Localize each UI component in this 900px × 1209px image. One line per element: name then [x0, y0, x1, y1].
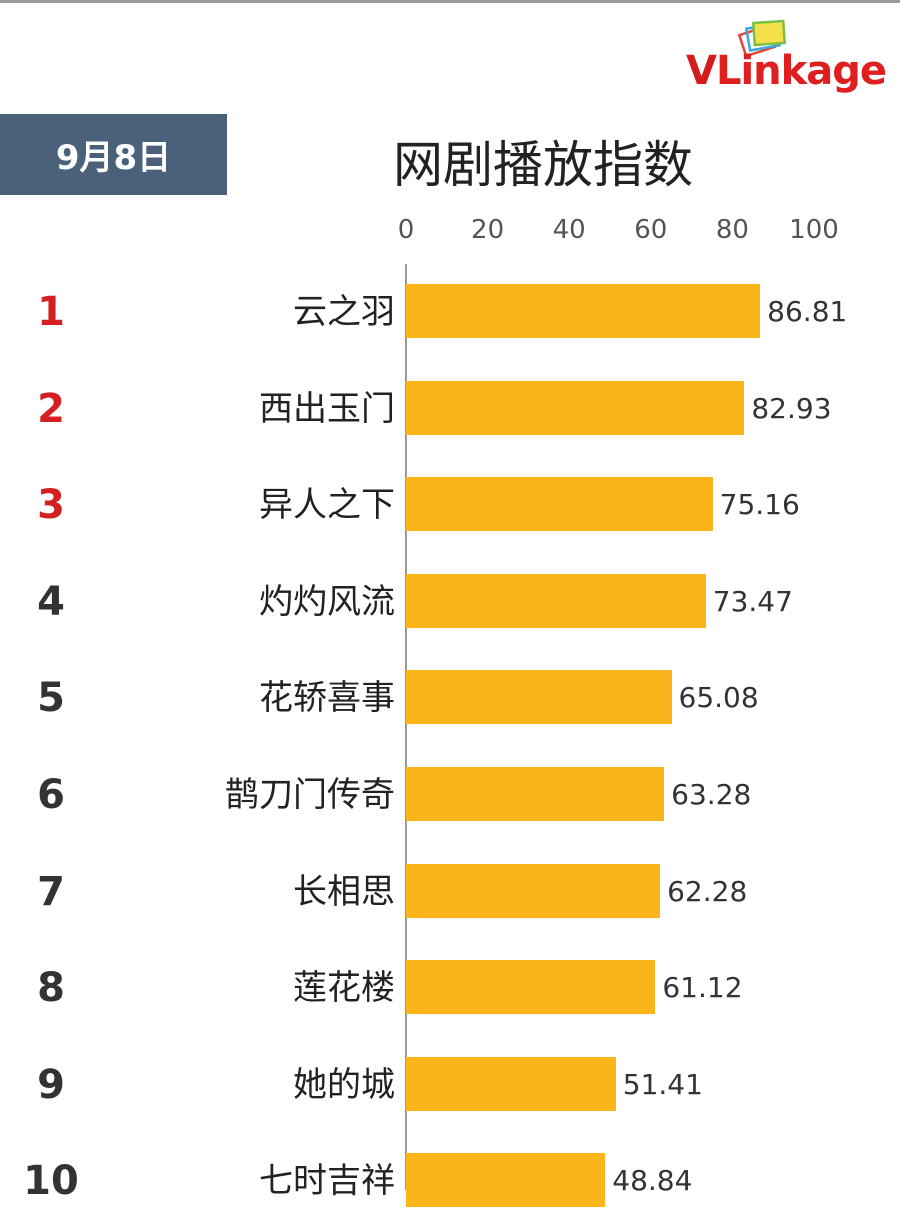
rank-number: 3	[37, 482, 65, 528]
category-label: 长相思	[293, 872, 395, 912]
category-label: 云之羽	[293, 292, 395, 332]
bar	[406, 284, 761, 338]
category-label: 鹊刀门传奇	[225, 775, 395, 815]
category-label: 异人之下	[259, 485, 395, 525]
rank-number: 6	[37, 772, 65, 818]
category-label: 花轿喜事	[259, 678, 395, 718]
rank-number: 2	[37, 386, 65, 432]
data-label: 65.08	[678, 681, 759, 714]
bar	[406, 1153, 606, 1207]
top-border	[0, 0, 900, 3]
bar	[406, 670, 672, 724]
data-label: 75.16	[719, 488, 800, 521]
rank-number: 4	[37, 579, 65, 625]
rank-number: 5	[37, 675, 65, 721]
category-label: 她的城	[293, 1065, 395, 1105]
x-tick-label: 80	[715, 215, 749, 245]
logo-cards-icon	[737, 19, 787, 58]
data-label: 48.84	[612, 1164, 693, 1197]
x-tick-label: 60	[634, 215, 668, 245]
rank-number: 7	[37, 869, 65, 915]
bar	[406, 381, 745, 435]
date-badge: 9月8日	[0, 114, 227, 195]
data-label: 73.47	[712, 585, 793, 618]
vlinkage-logo: VLinkage	[686, 14, 896, 94]
y-axis-line	[405, 264, 407, 1190]
data-label: 61.12	[662, 971, 743, 1004]
bar	[406, 477, 713, 531]
data-label: 63.28	[671, 778, 752, 811]
category-label: 灼灼风流	[259, 582, 395, 622]
x-tick-label: 20	[471, 215, 505, 245]
data-label: 62.28	[667, 875, 748, 908]
rank-number: 10	[23, 1158, 79, 1204]
category-label: 莲花楼	[293, 968, 395, 1008]
x-tick-label: 0	[397, 215, 415, 245]
bar	[406, 864, 661, 918]
rank-number: 8	[37, 965, 65, 1011]
data-label: 86.81	[767, 295, 848, 328]
category-label: 西出玉门	[259, 389, 395, 429]
bar	[406, 767, 665, 821]
x-tick-label: 40	[552, 215, 586, 245]
chart-title: 网剧播放指数	[393, 136, 693, 194]
logo-text: VLinkage	[686, 48, 887, 94]
bar	[406, 574, 706, 628]
bar	[406, 1057, 616, 1111]
data-label: 51.41	[622, 1068, 703, 1101]
x-tick-label: 100	[789, 215, 839, 245]
rank-number: 9	[37, 1062, 65, 1108]
bar	[406, 960, 656, 1014]
category-label: 七时吉祥	[259, 1161, 395, 1201]
data-label: 82.93	[751, 392, 832, 425]
rank-number: 1	[37, 289, 65, 335]
